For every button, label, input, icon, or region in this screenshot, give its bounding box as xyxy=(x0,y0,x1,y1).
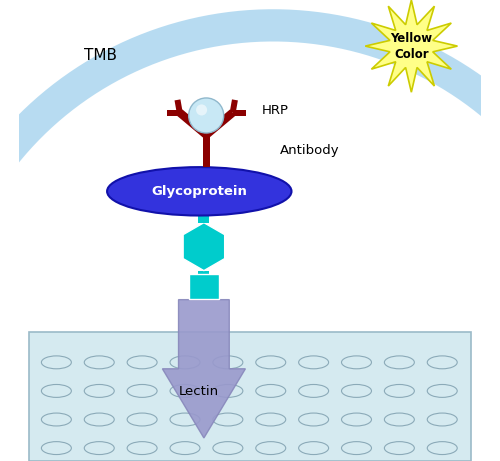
Circle shape xyxy=(196,104,207,115)
Polygon shape xyxy=(232,110,245,116)
Polygon shape xyxy=(183,223,224,271)
Text: Glycoprotein: Glycoprotein xyxy=(152,185,247,198)
Bar xyxy=(202,135,210,167)
Text: TMB: TMB xyxy=(84,48,117,63)
Bar xyxy=(189,274,219,300)
Text: Antibody: Antibody xyxy=(280,144,340,158)
Polygon shape xyxy=(177,109,209,138)
Text: Yellow
Color: Yellow Color xyxy=(390,32,432,60)
Text: HRP: HRP xyxy=(262,104,288,118)
Polygon shape xyxy=(204,109,236,138)
Polygon shape xyxy=(230,100,238,113)
Bar xyxy=(198,216,209,223)
Polygon shape xyxy=(28,332,471,461)
Polygon shape xyxy=(162,300,246,438)
Polygon shape xyxy=(0,9,500,230)
Text: Lectin: Lectin xyxy=(179,385,220,398)
Polygon shape xyxy=(366,0,458,92)
Ellipse shape xyxy=(107,167,292,216)
Polygon shape xyxy=(167,110,179,116)
Bar xyxy=(198,271,209,274)
Polygon shape xyxy=(174,100,182,113)
Circle shape xyxy=(188,98,224,133)
